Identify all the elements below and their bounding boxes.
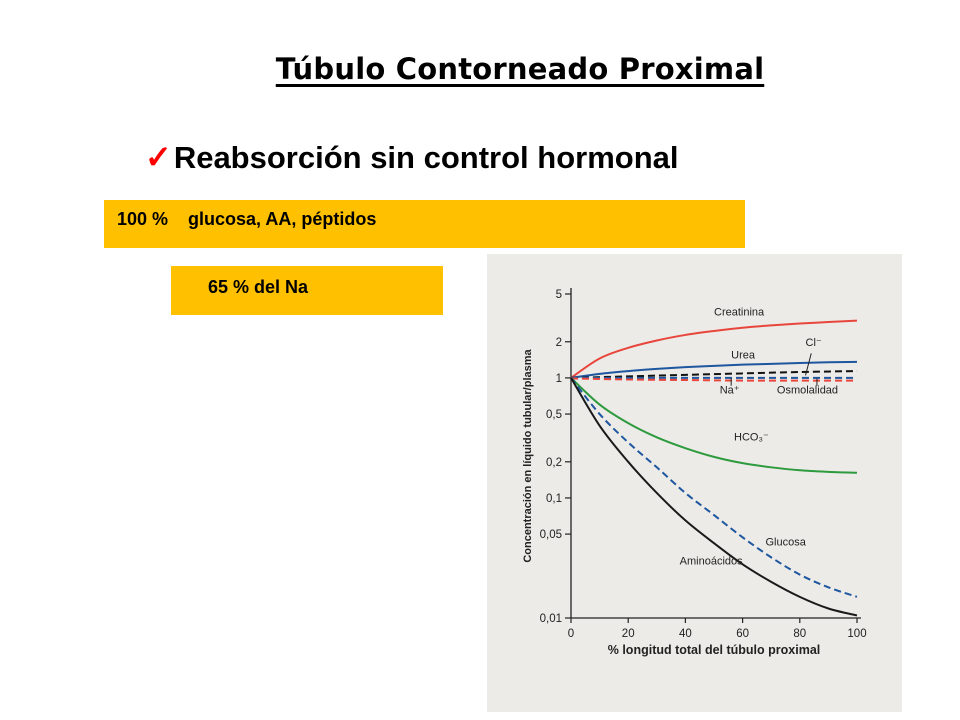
y-tick-label: 2 — [556, 337, 562, 349]
series-line-aminoácidos — [570, 377, 858, 617]
x-tick-label: 40 — [679, 628, 692, 640]
y-tick-label: 0,05 — [540, 529, 562, 541]
slide-title-text: Túbulo Contorneado Proximal — [275, 52, 765, 86]
highlight-box-sodium: 65 % del Na — [171, 266, 443, 315]
series-line-osmolalidad — [570, 377, 857, 382]
clipped-text-line — [118, 184, 678, 200]
highlight-box-glucose: 100 % glucosa, AA, péptidos — [104, 200, 745, 248]
series-annotation: Aminoácidos — [680, 555, 743, 567]
x-tick-label: 0 — [568, 628, 574, 640]
series-annotation: Cl⁻ — [806, 337, 822, 349]
series-line-urea — [570, 360, 858, 379]
leader-cl — [805, 353, 812, 376]
chart-annotations: Creatinina Urea Cl⁻ Na⁺ Osmolalidad HCO₃⁻ Gluc… — [680, 307, 838, 568]
bullet-line: ✓Reabsorción sin control hormonal — [145, 138, 679, 176]
chart-series — [570, 319, 858, 617]
y-axis-label: Concentración en líquido tubular/plasma — [522, 348, 534, 562]
chart-axes — [570, 288, 861, 619]
series-line-glucosa — [570, 377, 858, 598]
checkmark-icon: ✓ — [145, 139, 172, 175]
series-annotation: Urea — [731, 350, 756, 362]
chart-ticks: 0,01 0,05 0,1 0,2 0,5 1 2 5 0 20 40 60 80 100 — [540, 289, 867, 640]
x-tick-label: 100 — [847, 628, 866, 640]
y-tick-label: 0,5 — [546, 409, 562, 421]
chart-axis-labels: % longitud total del túbulo proximal Conc… — [522, 348, 820, 657]
series-annotation: HCO₃⁻ — [734, 432, 769, 444]
chart-panel: 0,01 0,05 0,1 0,2 0,5 1 2 5 0 20 40 60 80 100 Creatin… — [487, 254, 902, 712]
x-axis-label: % longitud total del túbulo proximal — [608, 643, 821, 657]
series-annotation: Glucosa — [765, 537, 806, 549]
slide-title: Túbulo Contorneado Proximal — [0, 52, 960, 86]
x-tick-label: 20 — [622, 628, 635, 640]
series-line-cl- — [570, 370, 858, 379]
y-tick-label: 5 — [556, 289, 562, 301]
y-tick-label: 1 — [556, 373, 562, 385]
y-tick-label: 0,2 — [546, 457, 562, 469]
series-line-hco- — [570, 377, 858, 474]
x-tick-label: 80 — [793, 628, 806, 640]
line-chart: 0,01 0,05 0,1 0,2 0,5 1 2 5 0 20 40 60 80 100 Creatin… — [522, 288, 867, 657]
series-annotation: Osmolalidad — [777, 385, 838, 397]
series-annotation: Na⁺ — [720, 385, 740, 397]
bullet-text: Reabsorción sin control hormonal — [173, 140, 679, 175]
y-tick-label: 0,1 — [546, 493, 562, 505]
series-annotation: Creatinina — [714, 307, 765, 319]
series-line-creatinina — [570, 319, 858, 379]
y-tick-label: 0,01 — [540, 613, 562, 625]
x-tick-label: 60 — [736, 628, 749, 640]
